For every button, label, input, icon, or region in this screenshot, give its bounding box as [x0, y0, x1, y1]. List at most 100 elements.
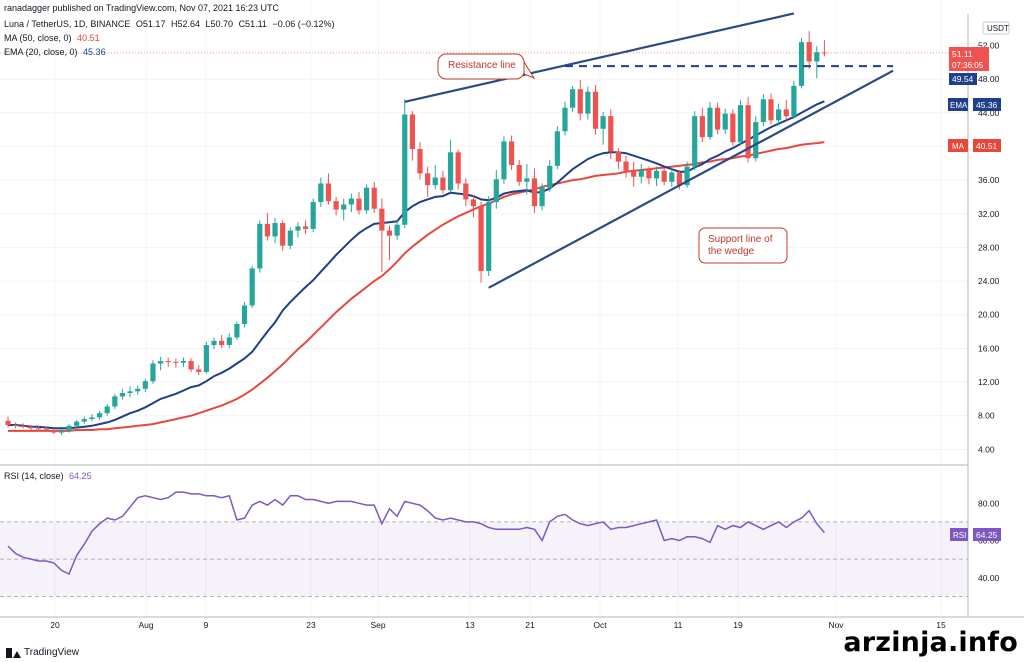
candle-body: [447, 152, 454, 191]
rsi-tag-value: 64.25: [976, 530, 998, 540]
symbol-title[interactable]: Luna / TetherUS, 1D, BINANCE: [4, 19, 131, 29]
candle: [310, 198, 316, 233]
candle-body: [760, 99, 766, 123]
time-tick-label: 11: [674, 620, 683, 630]
candle: [760, 94, 766, 127]
price-tag-countdown: 07:36:05: [952, 61, 984, 70]
publisher-line: ranadagger published on TradingView.com,…: [4, 3, 282, 13]
tradingview-brand: TradingView: [24, 647, 80, 658]
candle: [791, 80, 797, 119]
candle-body: [463, 183, 469, 200]
candle: [592, 85, 599, 135]
axis-tags: USDT 51.11 07:36:05 49.54 EMA 45.36 MA 4…: [948, 21, 1010, 541]
ma-legend: MA (50, close, 0) 40.51: [4, 33, 103, 43]
candle-body: [676, 172, 683, 186]
candle: [547, 159, 553, 192]
candle-body: [409, 114, 415, 149]
candle-body: [600, 116, 606, 129]
candle: [753, 116, 759, 162]
candle: [570, 85, 576, 112]
candle-body: [692, 116, 698, 167]
candle-body: [280, 223, 286, 246]
candle-body: [43, 429, 49, 431]
candle-body: [13, 424, 19, 426]
candle: [234, 321, 240, 340]
ema-legend: EMA (20, close, 0) 45.36: [4, 47, 109, 57]
candle-body: [165, 361, 171, 363]
candle-body: [661, 170, 667, 182]
candle: [524, 164, 530, 195]
candle-body: [539, 187, 545, 207]
candle: [96, 410, 103, 420]
candle: [402, 99, 408, 229]
candle-body: [699, 116, 705, 138]
candle-body: [508, 141, 515, 165]
candle-body: [730, 113, 736, 143]
x-axis-layer: 20 Aug 9 23 Sep 13 21 Oct 11 19 Nov 15: [50, 620, 946, 630]
candle-body: [219, 340, 225, 346]
candle: [43, 426, 49, 432]
candle: [684, 161, 690, 188]
candle-body: [745, 105, 751, 159]
candle: [241, 302, 248, 328]
rsi-legend-label[interactable]: RSI (14, close): [4, 471, 64, 481]
symbol-line: Luna / TetherUS, 1D, BINANCE O51.17 H52.…: [4, 19, 337, 29]
candle: [203, 341, 209, 374]
candle-body: [440, 177, 446, 191]
candle: [295, 222, 301, 238]
candle: [211, 337, 217, 350]
candle: [783, 100, 789, 121]
candle-body: [51, 430, 57, 433]
candle-body: [798, 42, 805, 86]
trendlines-layer: [0, 12, 968, 289]
time-tick-label: Aug: [138, 620, 153, 630]
support-annotation: Support line of the wedge: [698, 227, 788, 264]
candle-body: [608, 116, 614, 152]
candle-body: [28, 426, 34, 429]
candle-body: [96, 413, 103, 418]
candle-body: [547, 165, 553, 188]
rsi-legend-value: 64.25: [69, 471, 92, 481]
support-label-2: the wedge: [708, 246, 755, 257]
candle-body: [783, 109, 789, 117]
candle: [425, 166, 431, 197]
candle-body: [379, 208, 385, 231]
candle: [28, 424, 34, 431]
ema-tag-value: 45.36: [976, 100, 998, 110]
rsi-value-tag: [973, 528, 1001, 541]
candle: [287, 227, 293, 250]
candle: [493, 169, 499, 209]
candle: [74, 419, 80, 428]
candle-body: [173, 361, 179, 363]
candle: [653, 166, 660, 186]
price-tick-label: 32.00: [978, 209, 1000, 219]
ma-value-tag: [973, 139, 1001, 152]
tradingview-icon: [6, 647, 21, 658]
tradingview-logo[interactable]: TradingView: [6, 647, 79, 658]
candle-body: [333, 201, 339, 210]
candle-body: [135, 388, 141, 392]
ema-tag-label: EMA: [950, 101, 968, 110]
candle: [470, 195, 477, 218]
ema-legend-label[interactable]: EMA (20, close, 0): [4, 47, 78, 57]
ma-legend-label[interactable]: MA (50, close, 0): [4, 33, 72, 43]
candle: [341, 198, 347, 221]
candle-body: [791, 85, 797, 117]
candle: [821, 40, 828, 57]
candle-body: [592, 91, 599, 129]
publisher-text: ranadagger published on TradingView.com,…: [4, 3, 280, 13]
resistance-pointer: [523, 60, 536, 80]
candle-body: [638, 169, 644, 177]
candle: [745, 96, 751, 163]
candle-body: [653, 170, 660, 179]
candle: [364, 184, 370, 214]
candle: [623, 155, 629, 178]
low-value: L50.70: [205, 19, 234, 29]
ma-tag-value: 40.51: [976, 141, 998, 151]
candles-layer: [5, 31, 828, 436]
candle: [302, 220, 309, 234]
candle: [119, 388, 126, 400]
candle-body: [455, 152, 461, 184]
candle: [196, 365, 202, 376]
candle: [356, 191, 362, 215]
